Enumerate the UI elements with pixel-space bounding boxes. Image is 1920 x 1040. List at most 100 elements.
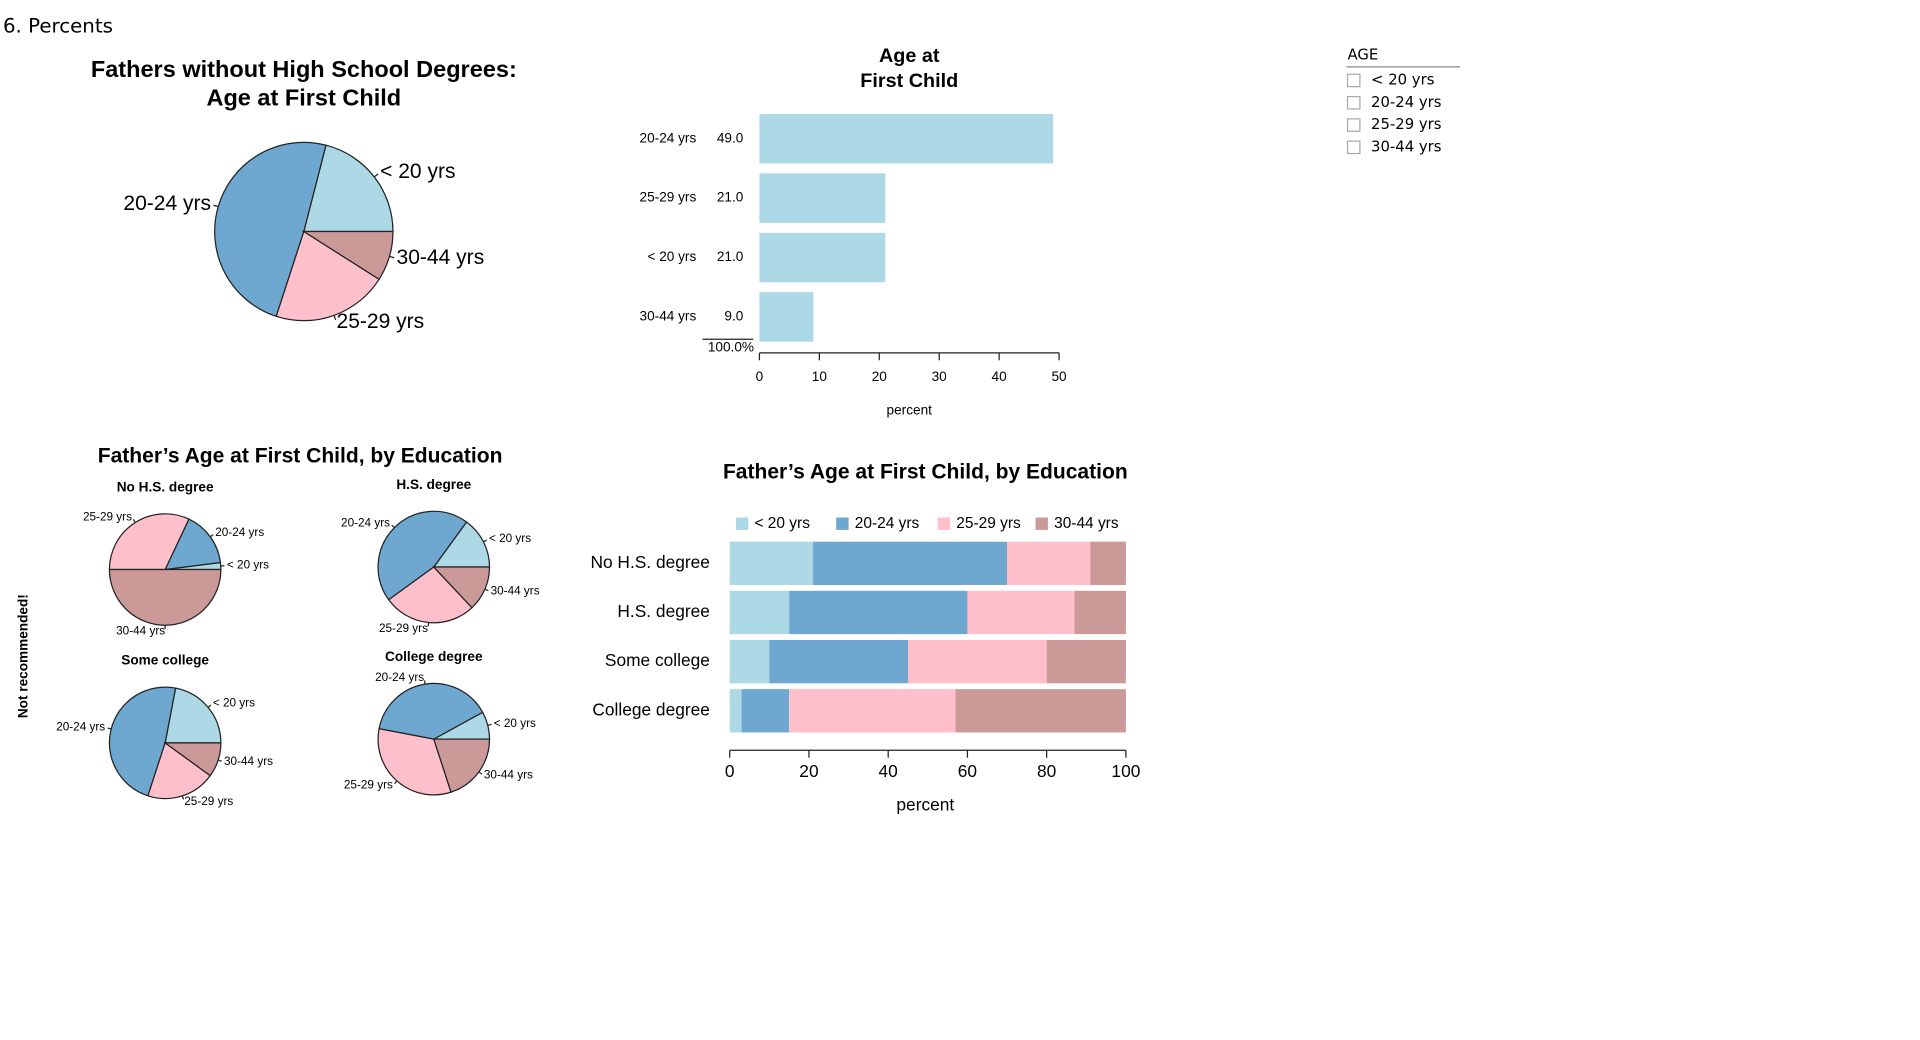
pie-label: 30-44 yrs xyxy=(484,769,533,782)
pie-label-tick xyxy=(209,534,214,538)
category-label: < 20 yrs xyxy=(647,249,696,264)
filter-checkbox[interactable] xyxy=(1346,73,1361,88)
chart-title: First Child xyxy=(860,70,958,92)
bar xyxy=(759,292,814,342)
category-label: Some college xyxy=(605,650,710,670)
x-tick-label: 10 xyxy=(812,369,828,384)
bar-segment xyxy=(1046,639,1126,684)
filter-option[interactable]: 20-24 yrs xyxy=(1371,93,1442,111)
value-label: 21.0 xyxy=(717,249,744,264)
x-tick-label: 0 xyxy=(756,369,764,384)
bar-segment xyxy=(789,689,956,733)
bar-segment xyxy=(729,541,813,585)
pie-slice xyxy=(275,230,380,322)
pie-slice xyxy=(164,518,222,571)
x-tick-label: 20 xyxy=(799,761,818,781)
value-label: 49.0 xyxy=(717,130,744,145)
x-tick-label: 100 xyxy=(1111,761,1140,781)
chart-title: Fathers without High School Degrees: xyxy=(91,56,517,82)
filter-title: AGE xyxy=(1348,46,1379,64)
total-label: 100.0% xyxy=(708,339,754,354)
pie-label-tick xyxy=(487,723,492,726)
chart-title: Father’s Age at First Child, by Educatio… xyxy=(723,461,1128,484)
pie-label-tick xyxy=(107,727,112,730)
legend-label: 30-44 yrs xyxy=(1054,515,1119,532)
x-tick-label: 40 xyxy=(992,369,1008,384)
pie-slice xyxy=(432,521,491,568)
legend-label: 25-29 yrs xyxy=(956,515,1021,532)
x-tick-label: 50 xyxy=(1051,369,1067,384)
category-label: No H.S. degree xyxy=(590,552,709,572)
filter-option[interactable]: 25-29 yrs xyxy=(1371,115,1442,133)
legend-swatch xyxy=(735,517,749,530)
bar-segment xyxy=(1074,590,1126,635)
bar-segment xyxy=(908,639,1047,684)
pie-label-tick xyxy=(181,795,185,800)
pie-label-tick xyxy=(394,780,398,785)
pie-label-tick xyxy=(213,204,219,208)
chart-title: Father’s Age at First Child, by Educatio… xyxy=(98,444,503,467)
bar-segment xyxy=(1007,541,1091,585)
filter-checkbox[interactable] xyxy=(1346,118,1361,132)
legend-swatch xyxy=(937,517,951,530)
pie-slice xyxy=(303,144,394,233)
panel-title: Some college xyxy=(121,653,209,668)
x-axis-label: percent xyxy=(896,795,954,815)
pie-slice xyxy=(164,687,222,744)
pie-label: < 20 yrs xyxy=(213,697,255,710)
filter-checkbox[interactable] xyxy=(1346,140,1361,155)
category-label: 25-29 yrs xyxy=(640,190,697,205)
pie-label: 20-24 yrs xyxy=(123,192,211,215)
chart-subtitle: Not recommended! xyxy=(16,594,31,718)
chart-title: Age at xyxy=(879,45,940,67)
bar xyxy=(759,173,886,223)
x-tick-label: 30 xyxy=(932,369,948,384)
panel-title: H.S. degree xyxy=(396,477,471,492)
pie-slice xyxy=(108,513,190,571)
filter-checkbox[interactable] xyxy=(1346,95,1361,110)
value-label: 21.0 xyxy=(717,190,744,205)
pie-label: 25-29 yrs xyxy=(344,779,393,792)
value-label: 9.0 xyxy=(724,309,743,324)
pie-label-tick xyxy=(483,539,488,543)
pie-slice xyxy=(301,230,394,281)
bar-segment xyxy=(741,689,790,733)
pie-label-tick xyxy=(389,255,395,259)
bar xyxy=(759,113,1054,164)
filter-option[interactable]: 30-44 yrs xyxy=(1371,137,1442,155)
category-label: College degree xyxy=(592,699,710,719)
pie-label-tick xyxy=(391,524,395,529)
pie-label-tick xyxy=(478,771,483,775)
x-tick-label: 20 xyxy=(872,369,888,384)
pie-label: 20-24 yrs xyxy=(375,671,424,684)
x-tick-label: 80 xyxy=(1037,761,1056,781)
pie-label: 25-29 yrs xyxy=(337,310,425,333)
pie-label-tick xyxy=(132,519,136,523)
pie-slice xyxy=(214,141,327,318)
pie-label: 25-29 yrs xyxy=(83,510,132,523)
filter-option[interactable]: < 20 yrs xyxy=(1371,70,1435,88)
panel-title: No H.S. degree xyxy=(117,479,214,494)
x-axis-label: percent xyxy=(887,403,933,418)
pie-label-tick xyxy=(333,315,337,321)
page-title: 6. Percents xyxy=(3,15,113,38)
pie-label-tick xyxy=(423,680,426,685)
pie-label: 20-24 yrs xyxy=(56,721,105,734)
legend-label: 20-24 yrs xyxy=(855,515,920,532)
pie-label: 20-24 yrs xyxy=(341,516,390,529)
pie-label: 30-44 yrs xyxy=(491,585,540,598)
x-tick-label: 0 xyxy=(725,761,735,781)
pie-label: 30-44 yrs xyxy=(397,246,485,269)
bar-segment xyxy=(967,590,1075,635)
legend-swatch xyxy=(836,517,849,530)
chart-title: Age at First Child xyxy=(206,84,401,110)
pie-label-tick xyxy=(373,173,379,178)
pie-label-tick xyxy=(217,759,222,762)
panel-title: College degree xyxy=(385,649,483,664)
category-label: 30-44 yrs xyxy=(640,309,697,324)
legend-swatch xyxy=(1035,517,1048,530)
pie-label: 30-44 yrs xyxy=(224,755,273,768)
pie-label: < 20 yrs xyxy=(380,160,455,183)
bar-segment xyxy=(729,590,790,635)
